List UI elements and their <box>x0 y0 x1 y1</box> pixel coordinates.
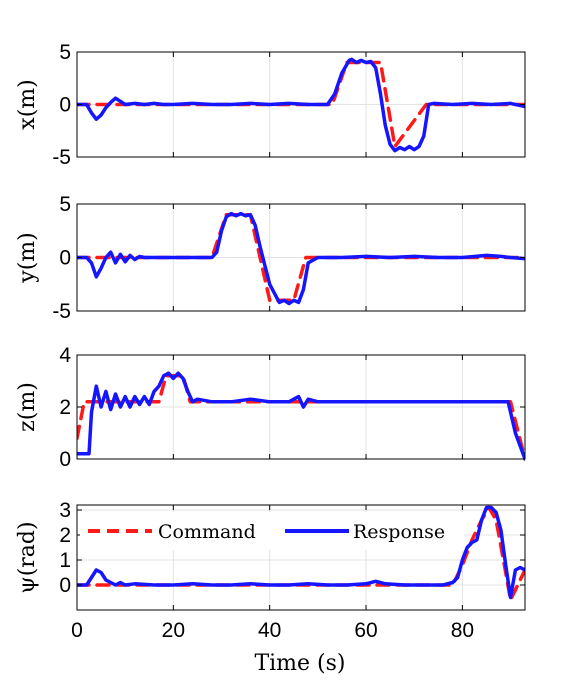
y-axis-label-z: z(m) <box>15 382 40 432</box>
y-tick-label: 0 <box>59 94 71 117</box>
y-tick-label: -5 <box>52 300 71 323</box>
y-tick-label: 3 <box>59 499 71 522</box>
y-tick-label: 5 <box>59 41 71 64</box>
panel-z: 0 2 4 z(m) <box>15 344 526 471</box>
y-tick-label: 4 <box>59 344 71 367</box>
y-tick-label: 0 <box>59 574 71 597</box>
panel-y: -5 0 5 y(m) <box>15 193 526 323</box>
x-tick-label: 0 <box>71 619 83 642</box>
y-axis-label-psi: ψ(rad) <box>15 521 40 593</box>
y-tick-label: -5 <box>52 146 71 169</box>
panel-x: -5 0 5 x(m) <box>15 41 526 169</box>
x-axis-label: Time (s) <box>254 651 345 676</box>
legend-command-label: Command <box>158 521 256 543</box>
y-tick-label: 1 <box>59 549 71 572</box>
legend: Command Response <box>80 512 464 550</box>
axes-frame <box>76 504 526 611</box>
series-line-response <box>77 57 525 153</box>
series-line-response <box>77 211 525 306</box>
series-line-response <box>77 505 525 600</box>
y-tick-label: 0 <box>59 448 71 471</box>
x-tick-label: 20 <box>162 619 185 642</box>
legend-box <box>80 512 464 550</box>
y-axis-label-y: y(m) <box>15 232 40 283</box>
series-line-command <box>77 212 525 303</box>
y-tick-label: 0 <box>59 247 71 270</box>
series-line-response <box>77 371 525 461</box>
series-line-command <box>77 60 525 149</box>
y-tick-label: 2 <box>59 396 71 419</box>
legend-response-label: Response <box>353 521 445 543</box>
y-tick-label: 2 <box>59 524 71 547</box>
x-axis-label-x: x(m) <box>15 79 40 129</box>
x-tick-label: 60 <box>354 619 377 642</box>
y-tick-label: 5 <box>59 193 71 216</box>
x-tick-label: 40 <box>258 619 281 642</box>
x-tick-label: 80 <box>451 619 474 642</box>
